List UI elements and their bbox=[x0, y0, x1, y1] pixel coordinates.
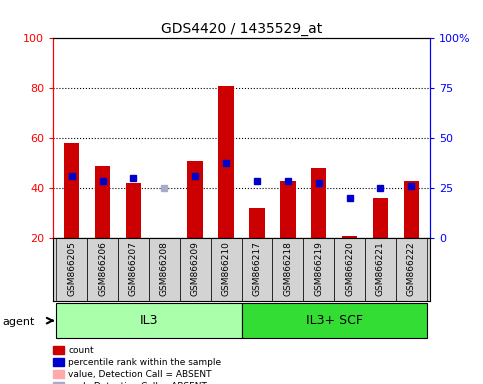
Bar bbox=[334, 238, 365, 301]
Bar bbox=[311, 168, 327, 238]
Text: agent: agent bbox=[2, 317, 35, 327]
Bar bbox=[87, 238, 118, 301]
Bar bbox=[373, 198, 388, 238]
Text: IL3+ SCF: IL3+ SCF bbox=[306, 314, 363, 327]
Bar bbox=[396, 238, 427, 301]
Bar bbox=[149, 238, 180, 301]
Bar bbox=[56, 303, 242, 338]
Text: GSM866208: GSM866208 bbox=[160, 241, 169, 296]
Text: IL3: IL3 bbox=[140, 314, 158, 327]
Text: GSM866210: GSM866210 bbox=[222, 241, 230, 296]
Title: GDS4420 / 1435529_at: GDS4420 / 1435529_at bbox=[161, 22, 322, 36]
Text: GSM866205: GSM866205 bbox=[67, 241, 76, 296]
Text: GSM866221: GSM866221 bbox=[376, 241, 385, 296]
Text: GSM866206: GSM866206 bbox=[98, 241, 107, 296]
Text: GSM866209: GSM866209 bbox=[191, 241, 199, 296]
Bar bbox=[249, 208, 265, 238]
Bar bbox=[211, 238, 242, 301]
Bar bbox=[218, 86, 234, 238]
Bar bbox=[242, 303, 427, 338]
Bar bbox=[280, 180, 296, 238]
Bar bbox=[180, 238, 211, 301]
Bar bbox=[242, 238, 272, 301]
Bar bbox=[365, 238, 396, 301]
Bar bbox=[56, 238, 87, 301]
Bar bbox=[272, 238, 303, 301]
Legend: count, percentile rank within the sample, value, Detection Call = ABSENT, rank, : count, percentile rank within the sample… bbox=[53, 346, 221, 384]
Text: GSM866218: GSM866218 bbox=[284, 241, 292, 296]
Text: GSM866219: GSM866219 bbox=[314, 241, 323, 296]
Bar bbox=[303, 238, 334, 301]
Bar bbox=[404, 180, 419, 238]
Bar bbox=[126, 183, 141, 238]
Text: GSM866207: GSM866207 bbox=[129, 241, 138, 296]
Bar bbox=[64, 143, 79, 238]
Bar bbox=[187, 161, 203, 238]
Text: GSM866217: GSM866217 bbox=[253, 241, 261, 296]
Bar bbox=[118, 238, 149, 301]
Text: GSM866220: GSM866220 bbox=[345, 241, 354, 296]
Bar bbox=[95, 166, 110, 238]
Bar bbox=[342, 235, 357, 238]
Text: GSM866222: GSM866222 bbox=[407, 241, 416, 296]
